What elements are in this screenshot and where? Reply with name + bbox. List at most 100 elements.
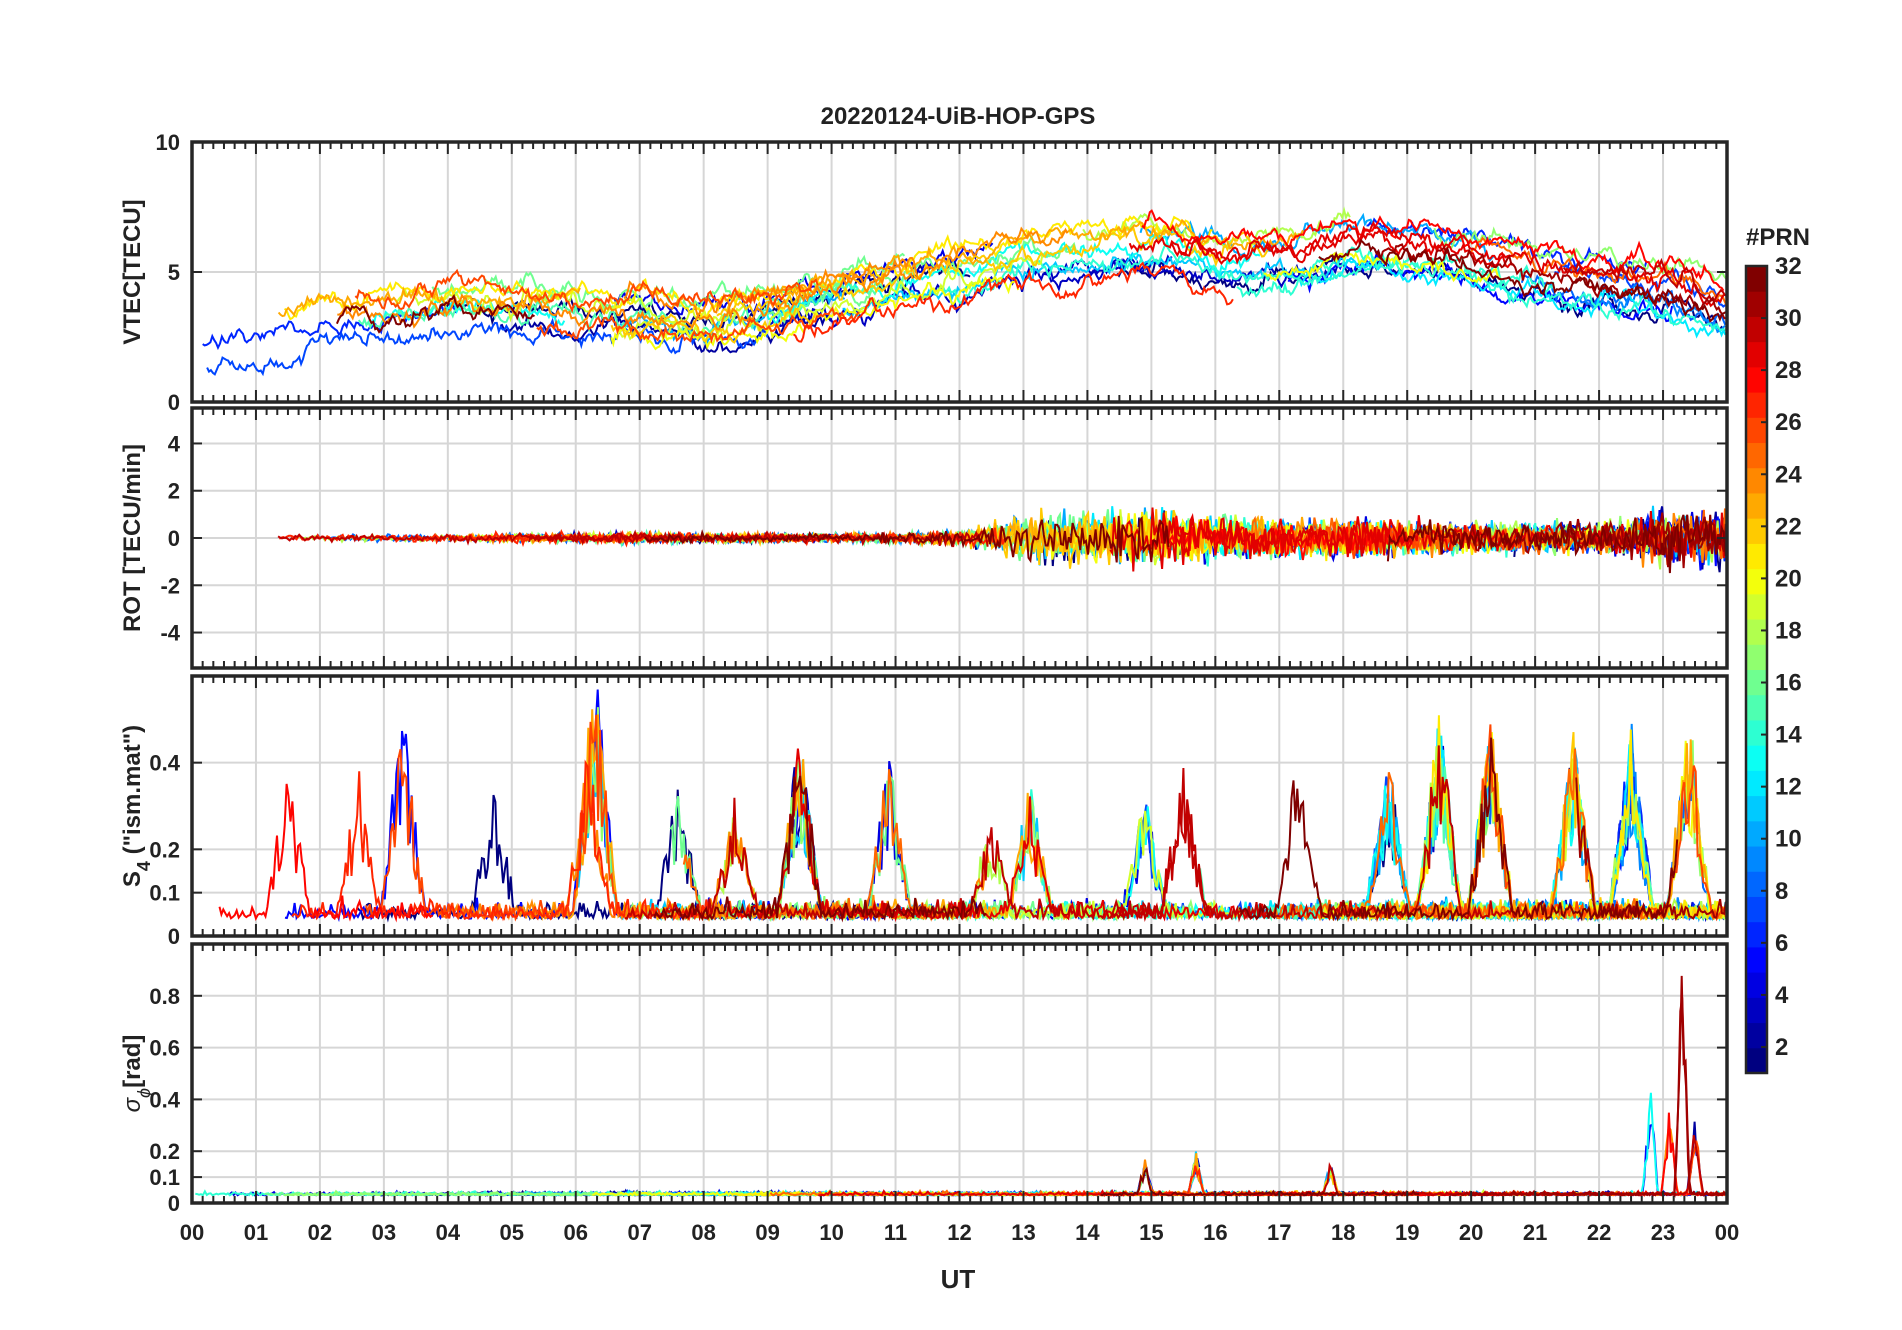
colorbar-tick-label: 26 xyxy=(1775,409,1802,436)
y-tick-label: 0 xyxy=(168,390,180,415)
colorbar-label: #PRN xyxy=(1746,224,1810,251)
x-tick-label: 23 xyxy=(1651,1220,1675,1245)
y-axis-label-s4: S4 ("ism.mat") xyxy=(119,725,154,887)
colorbar-level xyxy=(1746,619,1767,645)
trace-prn-32 xyxy=(1386,514,1727,574)
y-label-rest: [rad] xyxy=(119,1035,146,1088)
x-tick-label: 19 xyxy=(1395,1220,1419,1245)
trace-prn-28 xyxy=(1141,209,1725,292)
trace-prn-32 xyxy=(1318,238,1727,323)
x-tick-label: 00 xyxy=(1715,1220,1739,1245)
traces-sigma_phi xyxy=(195,975,1727,1198)
figure-title: 20220124-UiB-HOP-GPS xyxy=(821,103,1096,130)
colorbar-tick-label: 6 xyxy=(1775,930,1788,957)
trace-prn-32 xyxy=(653,775,987,923)
x-tick-labels: 00 01 02 03 04 05 06 07 08 09 10 11 12 13 14 15 16 17 18 19… xyxy=(180,1220,1739,1245)
colorbar-level xyxy=(1746,341,1767,368)
trace-prn-28 xyxy=(218,783,434,923)
x-tick-label: 05 xyxy=(500,1220,524,1245)
x-tick-label: 00 xyxy=(180,1220,204,1245)
colorbar-level xyxy=(1746,846,1767,872)
trace-prn-27 xyxy=(792,261,1234,343)
colorbar-level xyxy=(1746,492,1767,519)
y-tick-label: 10 xyxy=(156,130,180,155)
x-tick-label: 02 xyxy=(308,1220,332,1245)
x-tick-label: 21 xyxy=(1523,1220,1547,1245)
colorbar-level xyxy=(1746,745,1767,771)
y-tick-label: 0.2 xyxy=(149,1139,180,1164)
trace-prn-7 xyxy=(1101,776,1391,923)
y-label-sub: ϕ xyxy=(134,1088,154,1098)
x-tick-label: 12 xyxy=(947,1220,971,1245)
y-tick-label: 4 xyxy=(168,431,181,456)
colorbar-level xyxy=(1746,719,1767,746)
trace-prn-27 xyxy=(1062,1165,1321,1197)
trace-prn-24 xyxy=(623,226,1069,316)
y-tick-label: 0.2 xyxy=(149,837,180,862)
colorbar-level xyxy=(1746,543,1767,570)
trace-prn-30 xyxy=(1574,1135,1727,1197)
trace-prn-30 xyxy=(624,767,1210,922)
x-tick-label: 18 xyxy=(1331,1220,1355,1245)
x-tick-label: 04 xyxy=(436,1220,461,1245)
colorbar-level xyxy=(1746,1022,1767,1049)
y-tick-label: 0.8 xyxy=(149,984,180,1009)
colorbar-level xyxy=(1746,997,1767,1024)
colorbar-tick-label: 30 xyxy=(1775,305,1802,332)
colorbar-level xyxy=(1746,921,1767,948)
y-tick-label: -4 xyxy=(160,621,180,646)
y-tick-label: 0 xyxy=(168,526,180,551)
x-tick-label: 17 xyxy=(1267,1220,1291,1245)
colorbar-tick-label: 16 xyxy=(1775,670,1802,697)
colorbar-level xyxy=(1746,568,1767,595)
x-tick-label: 09 xyxy=(755,1220,779,1245)
colorbar-level xyxy=(1746,871,1767,897)
grid-sigma_phi xyxy=(191,944,1728,1204)
trace-prn-20 xyxy=(1316,732,1727,921)
trace-prn-9 xyxy=(1370,738,1727,922)
colorbar-level xyxy=(1746,820,1767,847)
y-label-main: σ xyxy=(119,1096,146,1112)
trace-prn-21 xyxy=(1317,715,1727,922)
y-label-main: S xyxy=(119,871,146,887)
x-tick-label: 06 xyxy=(564,1220,588,1245)
trace-prn-7 xyxy=(206,317,769,377)
y-tick-label: -2 xyxy=(160,573,180,598)
trace-prn-29 xyxy=(1170,224,1727,308)
y-axis-label-rot: ROT [TECU/min] xyxy=(119,444,146,632)
y-tick-label: 0.4 xyxy=(149,751,180,776)
panel-sigma_phi: 00.10.2 0.4 0.6 0.8 σϕ[rad] xyxy=(119,942,1729,1216)
y-label-sub: 4 xyxy=(134,861,154,871)
y-tick-label: 0.4 xyxy=(149,1087,180,1112)
x-tick-label: 14 xyxy=(1075,1220,1100,1245)
x-axis-label: UT xyxy=(941,1264,976,1294)
trace-prn-29 xyxy=(725,748,1269,923)
trace-prn-7 xyxy=(820,1161,1401,1198)
trace-prn-32 xyxy=(1100,1166,1420,1197)
colorbar-tick-label: 2 xyxy=(1775,1034,1788,1061)
colorbar-level xyxy=(1746,417,1767,444)
ticks-s4 xyxy=(191,676,1728,937)
colorbar-tick-label: 24 xyxy=(1775,461,1802,488)
colorbar-tick-label: 14 xyxy=(1775,722,1802,749)
x-tick-label: 03 xyxy=(372,1220,396,1245)
panel-s4: 0 0.1 0.2 0.4S4 ("ism.mat") xyxy=(119,674,1729,949)
trace-prn-32 xyxy=(335,293,535,334)
trace-prn-15 xyxy=(1063,1156,1310,1197)
colorbar-level xyxy=(1746,316,1767,343)
y-tick-label: 0.1 xyxy=(149,1165,180,1190)
y-tick-label: 0 xyxy=(168,924,180,949)
trace-prn-27 xyxy=(291,759,713,922)
y-tick-label: 0.1 xyxy=(149,881,180,906)
trace-prn-25 xyxy=(1470,236,1727,306)
trace-prn-22 xyxy=(610,307,816,344)
colorbar-level xyxy=(1746,644,1767,670)
x-tick-label: 22 xyxy=(1587,1220,1611,1245)
colorbar-tick-label: 4 xyxy=(1775,982,1789,1009)
trace-prn-26 xyxy=(354,268,819,314)
trace-prn-9 xyxy=(1578,283,1726,334)
colorbar-frame xyxy=(1744,264,1769,1075)
colorbar-level xyxy=(1746,291,1767,317)
